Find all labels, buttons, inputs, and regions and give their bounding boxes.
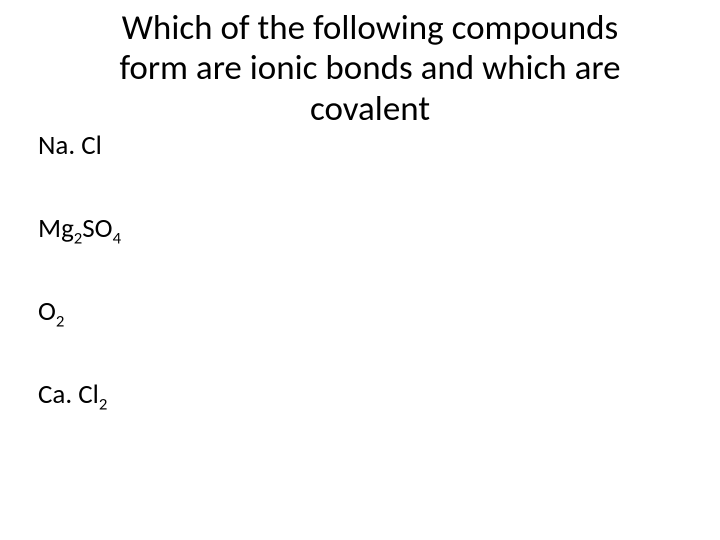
compound-text: SO (82, 212, 112, 245)
compound-sub: 2 (56, 311, 64, 331)
compound-list: Na. Cl Mg2SO4 O2 Ca. Cl2 (38, 132, 121, 408)
slide-title: Which of the following compounds form ar… (60, 8, 680, 129)
title-line-3: covalent (310, 88, 430, 130)
slide: Which of the following compounds form ar… (0, 0, 720, 540)
compound-text: Mg (38, 212, 74, 245)
compound-sub: 4 (113, 228, 121, 248)
compound-item: Na. Cl (38, 132, 121, 159)
compound-item: Mg2SO4 (38, 215, 121, 242)
compound-item: O2 (38, 298, 121, 325)
compound-text: Ca. Cl (38, 378, 99, 411)
compound-text: Na. Cl (38, 129, 102, 162)
compound-text: O (38, 295, 56, 328)
title-line-2: form are ionic bonds and which are (119, 47, 620, 89)
compound-sub: 2 (99, 394, 107, 414)
title-line-1: Which of the following compounds (122, 7, 618, 49)
compound-item: Ca. Cl2 (38, 381, 121, 408)
compound-sub: 2 (74, 228, 82, 248)
